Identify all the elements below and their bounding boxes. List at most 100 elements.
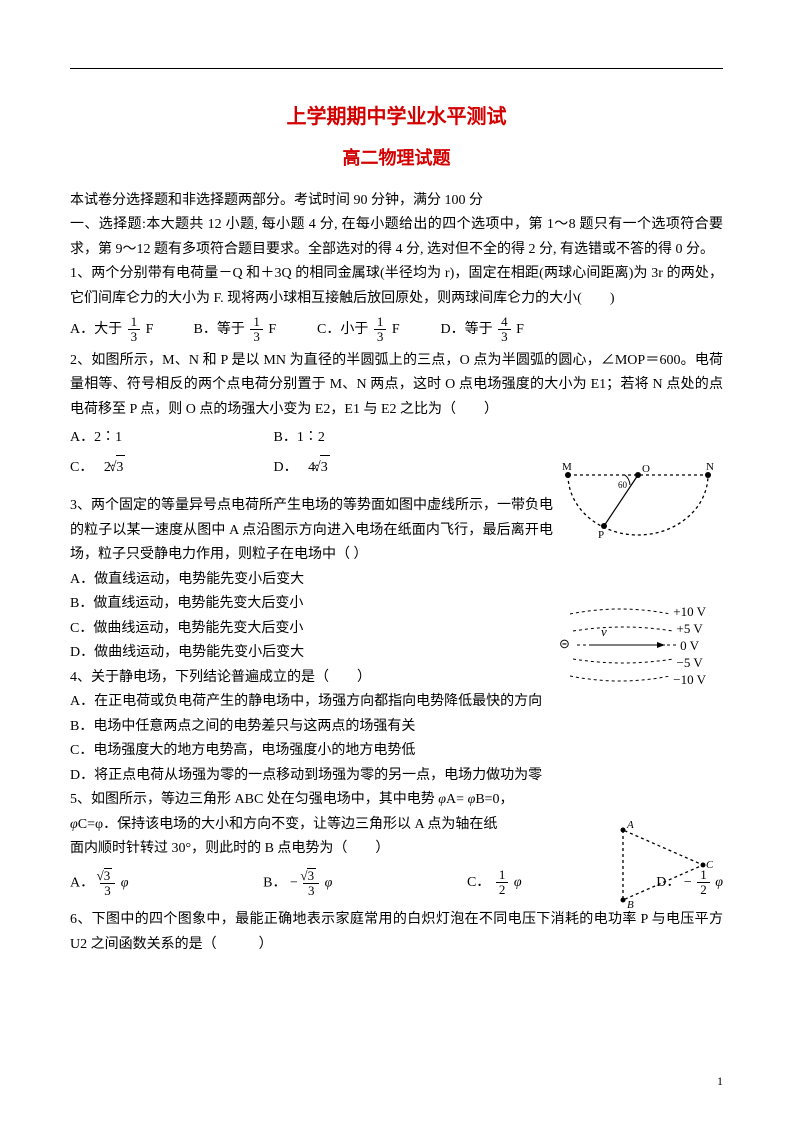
frac-den: 3 — [303, 884, 319, 898]
frac-den: 3 — [128, 330, 141, 344]
q1-c-pre: C．小于 — [317, 322, 372, 337]
q1-options: A．大于 13 F B．等于 13 F C．小于 13 F D．等于 43 F — [70, 315, 723, 345]
q2-c-sqrt: 3 — [116, 455, 126, 481]
q2-d-sqrt: 3 — [320, 455, 330, 481]
eq-label: 0 V — [680, 638, 699, 653]
eq-line: +10 V — [563, 604, 713, 621]
phi-symbol: φ — [121, 875, 129, 890]
q5-sub: B=0， — [475, 792, 513, 807]
frac-num: 1 — [128, 315, 141, 330]
q2-opt-d: D． 4:3 — [274, 455, 394, 481]
q2-opt-b: B．1∶2 — [274, 426, 394, 451]
frac-den: 3 — [250, 330, 263, 344]
frac-num: 1 — [496, 868, 509, 883]
phi-symbol: φ — [325, 875, 333, 890]
q5-opt-c: C． 12 φ — [467, 868, 522, 899]
frac-den: 2 — [496, 883, 509, 897]
frac-num: 3 — [303, 868, 319, 884]
frac-den: 3 — [498, 330, 511, 344]
q5-c-frac: 12 — [496, 868, 509, 898]
q5-opt-b: B． − 33 φ — [263, 868, 332, 899]
exam-subtitle: 高二物理试题 — [70, 143, 723, 175]
intro-line1: 本试卷分选择题和非选择题两部分。考试时间 90 分钟，满分 100 分 — [70, 189, 723, 214]
q1-opt-a: A．大于 13 F — [70, 315, 190, 345]
q2-label-n: N — [706, 461, 714, 473]
q5-b-frac: 33 — [303, 868, 319, 899]
q5-c-pre: C． — [467, 875, 490, 890]
q5-b-pre: B． — [263, 875, 286, 890]
eq-line: −5 V — [563, 655, 713, 672]
q2-label-m: M — [562, 461, 572, 473]
charge-icon: ⊝ — [559, 636, 570, 653]
exam-title: 上学期期中学业水平测试 — [70, 100, 723, 135]
frac-num: 4 — [498, 315, 511, 330]
q5-label-c: C — [706, 859, 713, 871]
q1-a-pre: A．大于 — [70, 322, 126, 337]
q5-a-pre: A． — [70, 875, 94, 890]
q2-figure: M N O P 60 — [558, 460, 718, 540]
exam-page: 上学期期中学业水平测试 高二物理试题 本试卷分选择题和非选择题两部分。考试时间 … — [0, 0, 793, 1122]
frac-num: 3 — [100, 868, 116, 884]
q5-sub: C=φ．保持该电场的大小和方向不变，让等边三角形以 A 点为轴在纸 — [78, 817, 498, 832]
eq-line: +5 V — [563, 621, 713, 638]
q5-label-a: A — [626, 820, 634, 831]
q4-opt-b: B．电场中任意两点之间的电势差只与这两点的场强有关 — [70, 715, 723, 740]
q2-label-angle: 60 — [618, 480, 628, 490]
q5-sub: A= — [446, 792, 464, 807]
q2-opt-a: A．2∶1 — [70, 426, 270, 451]
q6-stem: 6、下图中的四个图象中，最能正确地表示家庭常用的白炽灯泡在不同电压下消耗的电功率… — [70, 908, 723, 957]
frac-num: 1 — [374, 315, 387, 330]
phi-symbol: φ — [514, 875, 522, 890]
q3-figure: +10 V +5 V ⊝ v 0 V −5 V −10 V — [563, 604, 713, 688]
top-rule — [70, 68, 723, 69]
q1-d-f: F — [516, 322, 524, 337]
sqrt: 3 — [104, 868, 113, 883]
q1-d-pre: D．等于 — [441, 322, 497, 337]
frac-den: 3 — [374, 330, 387, 344]
eq-label: −10 V — [673, 672, 706, 687]
q5-text: 5、如图所示，等边三角形 ABC 处在匀强电场中，其中电势 — [70, 792, 438, 807]
eq-label: +5 V — [677, 621, 703, 636]
q5-opt-a: A． 33 φ — [70, 868, 129, 899]
q1-c-frac: 13 — [374, 315, 387, 345]
q2-label-o: O — [642, 463, 650, 475]
page-number: 1 — [717, 1071, 723, 1092]
q5-figure: A B C — [613, 820, 713, 910]
q4-opt-d: D．将正点电荷从场强为零的一点移动到场强为零的另一点，电场力做功为零 — [70, 764, 723, 789]
q5-stem-line1: 5、如图所示，等边三角形 ABC 处在匀强电场中，其中电势 φA= φB=0， — [70, 788, 723, 813]
eq-line: −10 V — [563, 672, 713, 689]
q1-a-frac: 13 — [128, 315, 141, 345]
q4-opt-c: C．电场强度大的地方电势高，电场强度小的地方电势低 — [70, 739, 723, 764]
phi-symbol: φ — [438, 792, 446, 807]
intro-line2: 一、选择题:本大题共 12 小题, 每小题 4 分, 在每小题给出的四个选项中，… — [70, 213, 723, 262]
q1-b-f: F — [268, 322, 276, 337]
q2-options-row1: A．2∶1 B．1∶2 — [70, 426, 723, 451]
frac-num: 1 — [250, 315, 263, 330]
sqrt: 3 — [307, 868, 316, 883]
q5-label-b: B — [627, 899, 634, 910]
phi-symbol: φ — [70, 817, 78, 832]
q1-c-f: F — [392, 322, 400, 337]
eq-label: −5 V — [677, 655, 703, 670]
eq-label: +10 V — [673, 604, 706, 619]
eq-line-center: ⊝ v 0 V — [563, 638, 713, 655]
minus: − — [290, 875, 298, 890]
q2-c-pre: C． — [70, 460, 93, 475]
frac-den: 3 — [100, 884, 116, 898]
q1-b-frac: 13 — [250, 315, 263, 345]
q1-opt-b: B．等于 13 F — [194, 315, 314, 345]
q1-b-pre: B．等于 — [194, 322, 249, 337]
q2-stem: 2、如图所示，M、N 和 P 是以 MN 为直径的半圆弧上的三点，O 点为半圆弧… — [70, 349, 723, 423]
velocity-label: v — [601, 624, 607, 641]
q4-opt-a: A．在正电荷或负电荷产生的静电场中，场强方向都指向电势降低最快的方向 — [70, 690, 723, 715]
q1-stem: 1、两个分别带有电荷量－Q 和＋3Q 的相同金属球(半径均为 r)，固定在相距(… — [70, 262, 723, 311]
q1-opt-c: C．小于 13 F — [317, 315, 437, 345]
phi-symbol: φ — [715, 875, 723, 890]
q1-opt-d: D．等于 43 F — [441, 315, 561, 345]
q2-d-pre: D． — [274, 460, 298, 475]
q2-opt-c: C． 2:3 — [70, 455, 270, 481]
q5-a-frac: 33 — [100, 868, 116, 899]
q1-d-frac: 43 — [498, 315, 511, 345]
q1-a-f: F — [146, 322, 154, 337]
q2-label-p: P — [598, 529, 604, 540]
